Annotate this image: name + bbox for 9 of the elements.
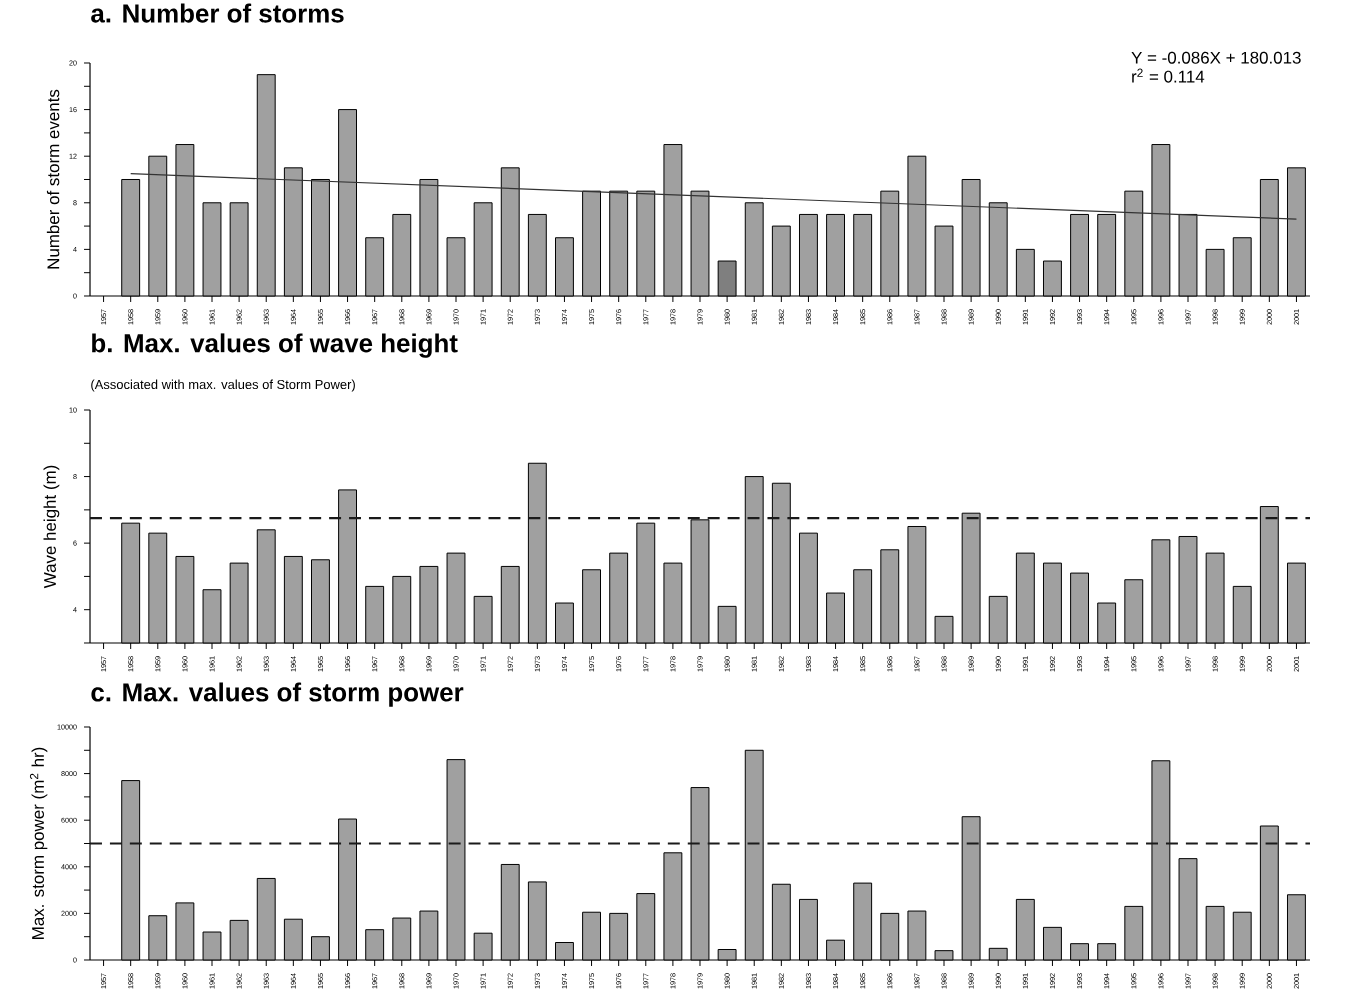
chart-title: b. Max. values of wave height (92, 333, 458, 358)
chart-title: a. Number of storms (91, 3, 344, 23)
chart-subtitle: (Associated with max. values of Storm Power) (91, 379, 355, 392)
chart-title: c. Max. values of storm power (91, 682, 464, 707)
annotation: Y = -0.086X + 180.013 (1131, 51, 1301, 64)
y-axis-title: Wave height (m) (43, 465, 60, 589)
y-axis-title: Number of storm events (46, 89, 60, 269)
annotation: r$^{2}$ = 0.114 (1132, 68, 1205, 83)
y-axis-title: Max. storm power (m$^{2}$ hr) (29, 747, 48, 940)
